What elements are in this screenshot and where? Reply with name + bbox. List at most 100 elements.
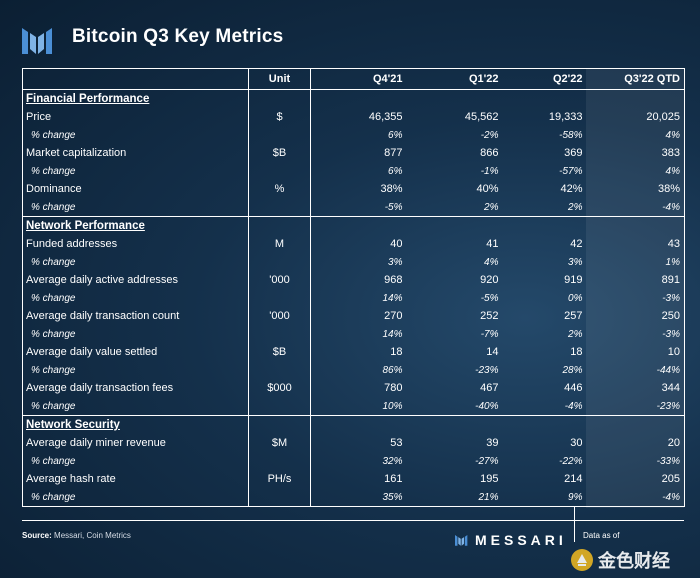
value-cell: 891 [586, 271, 685, 289]
pct-change-label: % change [22, 162, 249, 180]
pct-change-row: % change 86% -23% 28% -44% [22, 361, 685, 379]
value-cell: 14 [486, 346, 499, 358]
pct-change-cell: 4% [484, 256, 499, 268]
metric-label: Average daily miner revenue [22, 434, 249, 452]
source-label: Source: [22, 531, 52, 540]
pct-change-row: % change 32% -27% -22% -33% [22, 452, 685, 470]
pct-change-cell: -5% [480, 292, 499, 304]
pct-change-cell: 6% [388, 165, 403, 177]
value-cell: 369 [564, 147, 583, 159]
pct-change-label: % change [22, 253, 249, 271]
pct-change-cell: -58% [559, 129, 583, 141]
pct-change-label: % change [22, 452, 249, 470]
metric-row: Average daily miner revenue $M 53 39 30 20 [22, 434, 685, 452]
pct-change-cell: 3% [568, 256, 583, 268]
metric-row: Dominance% 38% 40% 42% 38% [22, 180, 685, 198]
section-empty-cell [310, 216, 407, 235]
section-empty-cell [407, 90, 503, 109]
header-label-col [22, 68, 249, 90]
unit-cell: $M [248, 434, 311, 452]
pct-change-cell: 10% [382, 400, 403, 412]
watermark-text: 金色财经 [598, 551, 670, 571]
pct-change-cell: -22% [559, 455, 583, 467]
pct-change-cell: 35% [310, 488, 407, 507]
value-cell: 18 [390, 346, 403, 358]
pct-change-cell: 32% [382, 455, 403, 467]
value-cell: 446 [564, 382, 583, 394]
pct-change-row: % change 3% 4% 3% 1% [22, 253, 685, 271]
metric-row: Funded addresses M 40 41 42 43 [22, 235, 685, 253]
jinse-logo-icon [571, 549, 593, 571]
section-header-row: Financial Performance [22, 89, 685, 109]
unit-cell: M [248, 235, 311, 253]
metric-label: Average daily transaction fees [22, 379, 249, 397]
value-cell: 38% [586, 180, 685, 198]
table-header-row: Unit Q4'21 Q1'22 Q2'22 Q3'22 QTD [22, 68, 685, 90]
unit-cell: $B [248, 144, 311, 162]
value-cell: 257 [564, 310, 583, 322]
value-cell: 270 [384, 310, 403, 322]
pct-change-cell: 2% [568, 328, 583, 340]
header-q2-22: Q2'22 [502, 68, 587, 90]
section-empty-cell [502, 216, 587, 235]
metric-row: Price $46,355 45,562 19,333 20,025 [22, 108, 685, 126]
pct-change-cell: -3% [586, 289, 685, 307]
metric-row: Average daily transaction count '000 270 25… [22, 307, 685, 325]
metric-row: Average hash rate PH/s 161 195 214 205 [22, 470, 685, 488]
pct-change-cell: 1% [586, 253, 685, 271]
unit-cell [248, 289, 311, 307]
watermark: 金色财经 [570, 547, 670, 573]
unit-cell: $ [248, 108, 311, 126]
section-header-row: Network Performance [22, 216, 685, 235]
header-unit: Unit [248, 68, 311, 90]
source-text: Messari, Coin Metrics [54, 531, 131, 540]
unit-cell [248, 198, 311, 217]
header-q1-22: Q1'22 [406, 68, 503, 90]
value-cell: 383 [586, 144, 685, 162]
pct-change-cell: -44% [586, 361, 685, 379]
pct-change-cell: 2% [484, 201, 499, 213]
unit-cell [248, 325, 311, 343]
section-empty-cell [586, 415, 685, 434]
pct-change-cell: -4% [586, 488, 685, 507]
header-q3-22-qtd: Q3'22 QTD [586, 68, 685, 90]
value-cell: 39 [486, 437, 499, 449]
pct-change-label: % change [22, 198, 249, 217]
pct-change-cell: -23% [475, 364, 499, 376]
pct-change-cell: -4% [564, 400, 583, 412]
pct-change-label: % change [22, 397, 249, 416]
value-cell: 920 [480, 274, 499, 286]
pct-change-row: % change 6% -2% -58% 4% [22, 126, 685, 144]
pct-change-cell: 4% [586, 162, 685, 180]
unit-cell: $000 [248, 379, 311, 397]
brand-footer: MESSARI [455, 532, 567, 548]
section-empty-cell [586, 216, 685, 235]
value-cell: 42% [560, 183, 583, 195]
value-cell: 43 [586, 235, 685, 253]
value-cell: 919 [564, 274, 583, 286]
section-empty-cell [503, 90, 587, 109]
section-empty-cell [586, 89, 685, 108]
pct-change-row: % change 14% -7% 2% -3% [22, 325, 685, 343]
value-cell: 19,333 [548, 111, 583, 123]
source-note: Source: Messari, Coin Metrics [22, 531, 131, 540]
section-header-row: Network Security [22, 415, 685, 434]
messari-small-logo-icon [455, 535, 468, 546]
messari-logo-icon [22, 28, 52, 54]
data-as-of-note: Data as of [583, 531, 620, 540]
metric-row: Average daily transaction fees $000 780 467… [22, 379, 685, 397]
metric-label: Funded addresses [22, 235, 249, 253]
pct-change-cell: 2% [568, 201, 583, 213]
value-cell: 250 [586, 307, 685, 325]
pct-change-row: % change 35% 21% 9% -4% [22, 488, 685, 507]
value-cell: 877 [384, 147, 403, 159]
pct-change-cell: -2% [480, 129, 499, 141]
value-cell: 344 [586, 379, 685, 397]
pct-change-cell: 28% [562, 364, 583, 376]
pct-change-cell: -1% [480, 165, 499, 177]
pct-change-cell: 6% [388, 129, 403, 141]
pct-change-cell: 86% [382, 364, 403, 376]
section-title: Network Security [22, 415, 249, 434]
pct-change-label: % change [22, 126, 249, 144]
value-cell: 41 [486, 238, 499, 250]
